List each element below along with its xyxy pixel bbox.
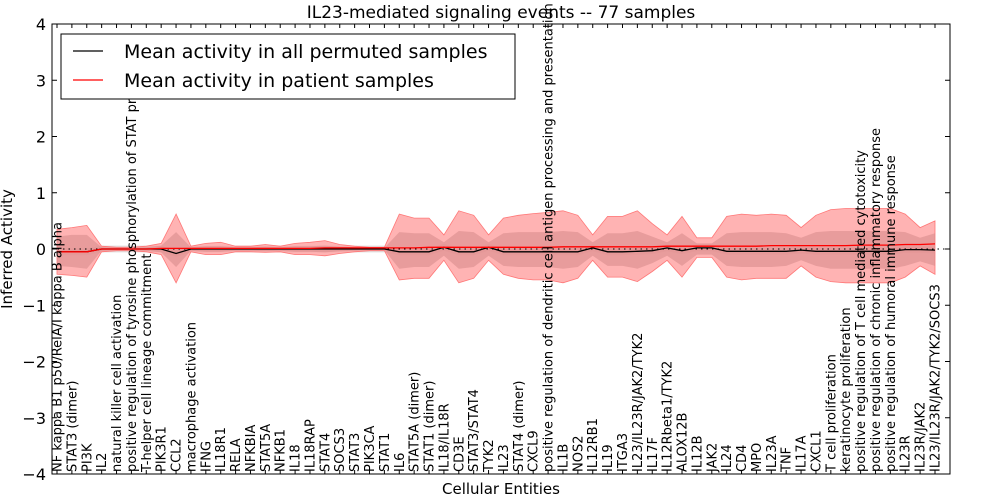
x-tick-label: NFKBIA [244,425,259,472]
x-tick-label: STAT3/STAT4 [467,389,482,472]
x-tick-label: natural killer cell activation [110,295,125,472]
x-tick-labels: NF kappa B1 p50/RelA/I kappa B alpha STAT… [51,3,944,474]
x-tick-label: T cell proliferation [824,354,839,473]
x-tick-label: CD4 [735,445,750,472]
y-tick-label: −1 [22,296,46,315]
y-tick-label: −3 [22,409,46,428]
x-tick-label: ALOX12B [676,413,691,472]
x-tick-label: PIK3R1 [155,426,170,472]
x-tick-label: TNF [780,447,795,473]
x-axis-label: Cellular Entities [442,480,560,498]
x-tick-label: IL23 [497,444,512,472]
x-tick-label: IL12B [690,435,705,472]
patient-mean-line [57,243,936,253]
x-tick-label: NFKB1 [274,429,289,472]
x-tick-label: IFNG [199,441,214,472]
y-tick-label: 1 [36,184,46,203]
x-tick-label: positive regulation of dendritic cell an… [542,3,557,472]
y-tick-label: −4 [22,465,46,484]
x-tick-label: MPO [750,443,765,472]
y-tick-label: 2 [36,128,46,147]
x-tick-label: IL12RB1 [586,418,601,472]
x-tick-label: STAT5A [259,424,274,472]
y-tick-label: 0 [36,240,46,259]
x-tick-label: IL1B [557,444,572,472]
y-tick-label: 4 [36,15,46,34]
legend-label-permuted: Mean activity in all permuted samples [124,41,487,63]
x-tick-label: positive regulation of humoral immune re… [884,155,899,472]
x-tick-label: STAT5A (dimer) [408,372,423,472]
x-tick-label: PI3K [80,443,95,472]
x-tick-label: positive regulation of chronic inflammat… [869,128,884,472]
y-tick-label: −2 [22,353,46,372]
x-tick-label: STAT3 (dimer) [65,381,80,472]
x-tick-label: SOCS3 [333,428,348,472]
x-tick-label: IL12Rbeta1/TYK2 [661,361,676,472]
x-tick-label: IL17A [795,435,810,472]
chart-title: IL23-mediated signaling events -- 77 sam… [307,3,696,23]
x-tick-label: IL23A [765,435,780,472]
x-tick-label: CCL2 [170,438,185,472]
x-tick-label: IL18R1 [214,427,229,472]
x-tick-label: STAT1 [378,433,393,472]
x-tick-label: STAT3 [348,433,363,472]
x-tick-label: T-helper cell lineage commitment [140,254,155,473]
x-tick-label: STAT4 [318,433,333,472]
x-tick-label: macrophage activation [184,322,199,472]
x-tick-label: IL18RAP [304,419,319,472]
legend-label-patient: Mean activity in patient samples [124,70,434,92]
x-tick-label: positive regulation of T cell mediated c… [854,150,869,472]
x-tick-label: CXCL1 [809,430,824,472]
x-tick-label: IL18/IL18R [437,403,452,472]
y-axis-label: Inferred Activity [0,189,16,309]
lines-layer [52,243,950,255]
x-tick-label: IL6 [393,453,408,472]
x-tick-label: IL24 [720,444,735,472]
x-tick-label: IL2 [95,453,110,472]
y-tick-label: 3 [36,71,46,90]
x-tick-label: IL17F [646,437,661,472]
x-tick-label: NOS2 [571,436,586,472]
x-tick-label: JAK2 [705,443,720,473]
x-tick-label: IL18 [289,444,304,472]
plot-frame [51,23,951,475]
legend-box [60,33,516,100]
x-tick-label: CD3E [452,436,467,472]
x-tick-label: PIK3CA [363,425,378,472]
x-tick-label: IL23/IL23R/JAK2/TYK2 [631,333,646,472]
x-tick-label: RELA [229,438,244,472]
x-tick-label: IL23/IL23R/JAK2/TYK2/SOCS3 [929,284,944,472]
x-tick-label: STAT4 (dimer) [512,381,527,472]
legend: Mean activity in all permuted samples Me… [60,33,516,100]
x-tick-label: TYK2 [482,439,497,473]
x-tick-label: STAT1 (dimer) [423,381,438,472]
x-tick-label: IL23R/JAK2 [914,402,929,472]
x-tick-label: NF kappa B1 p50/RelA/I kappa B alpha [51,222,66,472]
x-tick-label: IL23R [899,435,914,472]
x-tick-label: CXCL9 [527,430,542,472]
x-tick-label: IL19 [601,444,616,472]
x-tick-label: keratinocyte proliferation [839,307,854,472]
x-tick-label: ITGA3 [616,433,631,472]
x-tick-label: positive regulation of tyrosine phosphor… [125,66,140,472]
